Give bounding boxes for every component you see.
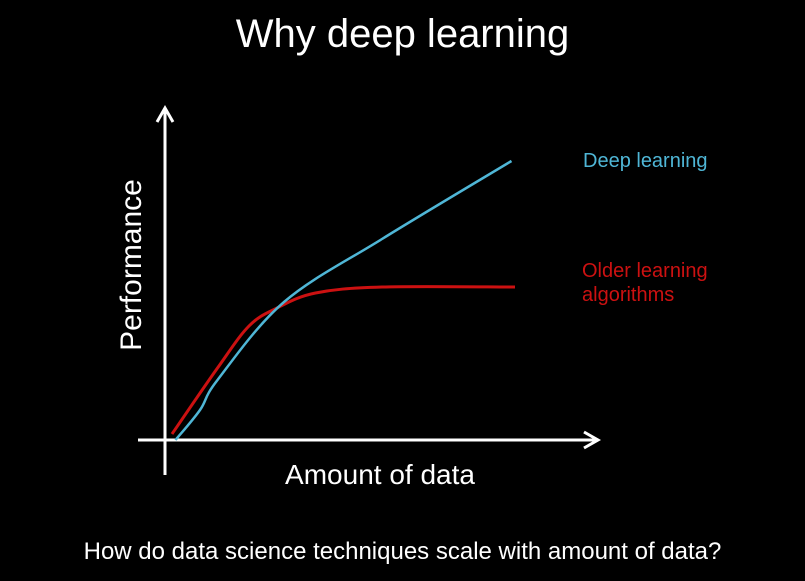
legend-deep-learning: Deep learning	[583, 150, 708, 172]
y-axis-arrowhead	[155, 104, 175, 123]
deep-learning-curve	[174, 159, 513, 441]
legend-older-line1: Older learning	[582, 260, 708, 282]
y-axis-label: Performance	[115, 179, 148, 351]
axes	[138, 104, 602, 475]
slide-title: Why deep learning	[235, 12, 570, 56]
slide-caption: How do data science techniques scale wit…	[83, 538, 722, 565]
older-algorithms-curve	[170, 285, 516, 435]
x-axis-arrowhead	[583, 430, 602, 450]
legend-older-line2: algorithms	[582, 284, 674, 306]
x-axis-label: Amount of data	[285, 459, 475, 490]
